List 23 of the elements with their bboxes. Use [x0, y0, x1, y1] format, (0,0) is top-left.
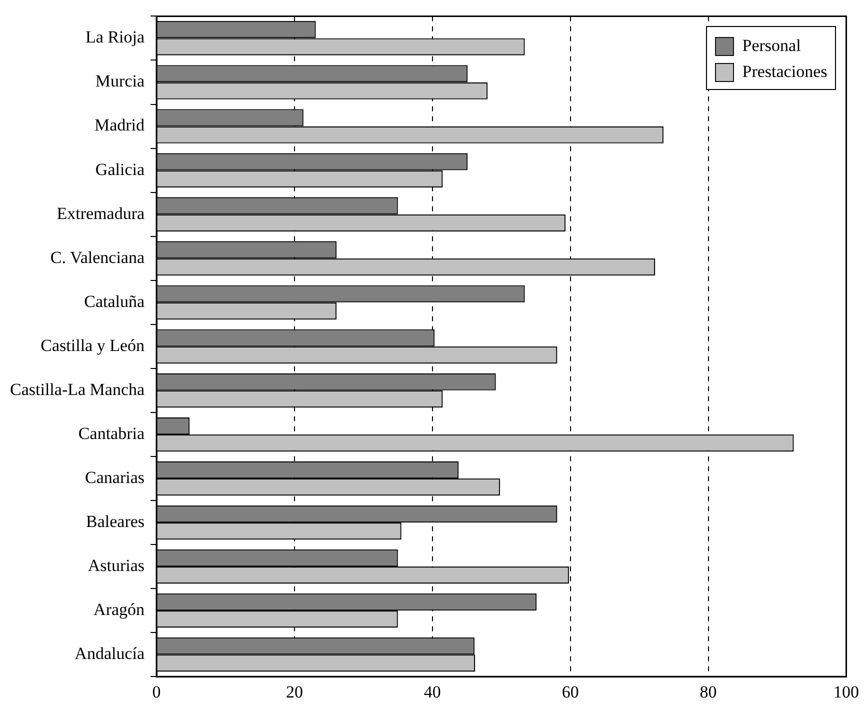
- legend-label: Prestaciones: [742, 61, 828, 84]
- x-tick-label: 80: [700, 682, 717, 702]
- legend-label: Personal: [742, 35, 801, 58]
- y-tick-label: C. Valenciana: [50, 248, 145, 267]
- x-tick-label: 60: [562, 682, 579, 702]
- y-tick-label: Murcia: [95, 72, 145, 91]
- y-tick-label: Castilla y León: [40, 336, 146, 355]
- y-tick-label: Baleares: [86, 512, 145, 531]
- y-tick-label: Castilla-La Mancha: [10, 380, 145, 399]
- x-tick-label: 20: [286, 682, 303, 702]
- y-tick-label: Madrid: [94, 116, 146, 135]
- x-tick-label: 0: [152, 682, 161, 702]
- y-tick-label: Extremadura: [56, 204, 145, 223]
- y-tick-label: Galicia: [95, 160, 145, 179]
- y-tick-label: Cataluña: [84, 292, 145, 311]
- y-tick-label: Cantabria: [78, 424, 145, 443]
- y-tick-label: Andalucía: [74, 644, 145, 664]
- y-tick-label: Aragón: [94, 600, 146, 620]
- y-tick-label: La Rioja: [86, 28, 145, 47]
- y-tick-label: Canarias: [85, 468, 145, 487]
- x-tick-label: 100: [834, 682, 859, 702]
- y-tick-label: Asturias: [88, 556, 145, 575]
- x-tick-label: 40: [424, 682, 441, 702]
